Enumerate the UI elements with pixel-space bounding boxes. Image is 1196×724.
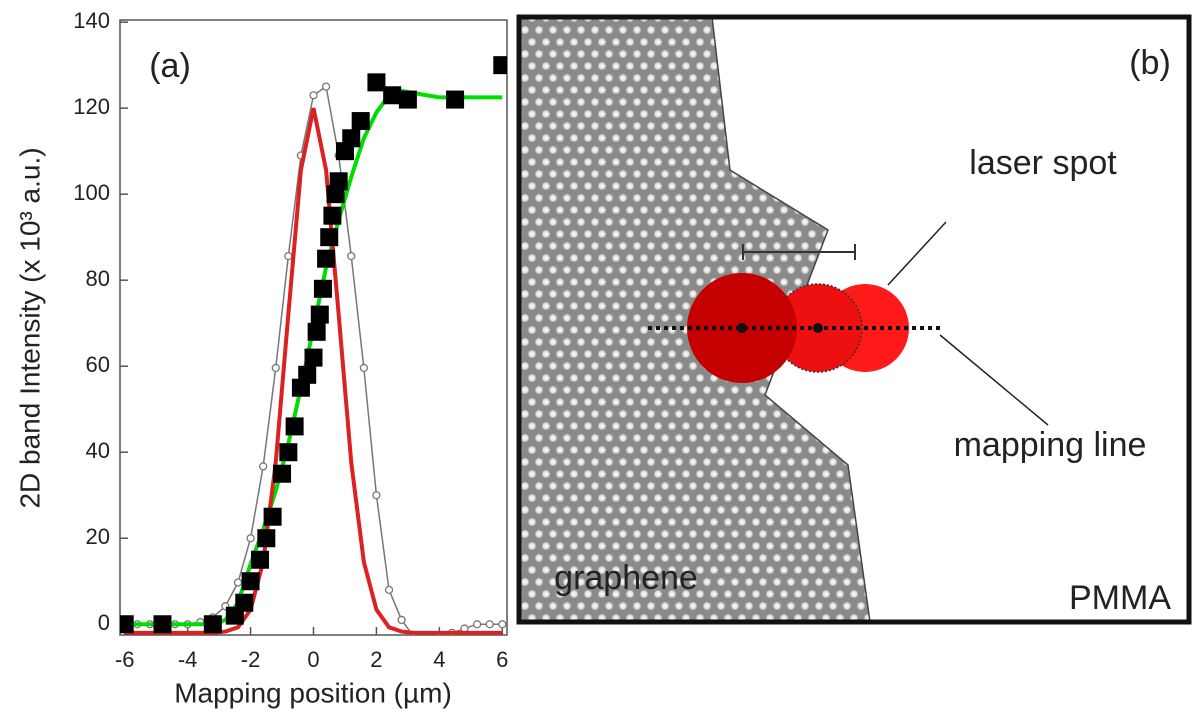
data-point xyxy=(310,305,329,324)
data-point xyxy=(285,417,304,436)
panel-label: (a) xyxy=(149,47,191,85)
data-point xyxy=(263,507,282,526)
data-point xyxy=(446,90,465,109)
y-tick-label: 60 xyxy=(86,352,110,377)
data-point xyxy=(347,251,356,261)
data-point xyxy=(309,91,318,100)
y-tick-label: 120 xyxy=(73,94,110,119)
data-point xyxy=(298,365,317,384)
data-point xyxy=(246,534,255,543)
data-point xyxy=(498,620,507,629)
panel-label: (b) xyxy=(1129,44,1171,82)
data-point xyxy=(372,491,381,500)
data-point xyxy=(257,529,276,548)
data-point xyxy=(397,615,406,625)
x-tick-label: 0 xyxy=(307,647,319,672)
spot-center xyxy=(813,323,823,333)
data-point xyxy=(284,251,293,261)
y-tick-label: 40 xyxy=(86,438,110,463)
chart-a: (a) Mapping position (µm) 2D band Intens… xyxy=(14,8,508,708)
data-point xyxy=(203,615,222,634)
region-label: PMMA xyxy=(1069,579,1171,617)
data-point xyxy=(485,620,494,629)
data-point xyxy=(233,578,243,587)
data-point xyxy=(329,172,348,191)
data-point xyxy=(251,550,270,569)
y-axis-title: 2D band Intensity (x 10³ a.u.) xyxy=(14,147,45,508)
data-point xyxy=(351,112,370,131)
data-point xyxy=(359,363,368,373)
data-point xyxy=(279,443,298,462)
data-point xyxy=(384,585,394,594)
data-point xyxy=(320,228,339,247)
data-point xyxy=(383,86,402,105)
data-point xyxy=(259,462,268,471)
x-axis-title: Mapping position (µm) xyxy=(174,677,452,708)
data-point xyxy=(235,593,254,612)
data-point xyxy=(423,638,430,645)
y-tick-label: 20 xyxy=(86,524,110,549)
plot-area xyxy=(120,56,507,645)
data-point xyxy=(367,73,386,92)
data-point xyxy=(493,56,507,75)
y-tick-label: 100 xyxy=(73,180,110,205)
diagram-frame xyxy=(516,14,1192,625)
data-point xyxy=(241,572,260,591)
x-tick-label: -4 xyxy=(178,647,198,672)
annotation: mapping line xyxy=(954,426,1147,464)
annotation: laser spot xyxy=(969,144,1117,182)
x-tick-label: 4 xyxy=(433,647,445,672)
spot-center xyxy=(737,323,747,333)
data-point xyxy=(273,464,292,483)
x-tick-label: 2 xyxy=(370,647,382,672)
data-point xyxy=(304,348,323,367)
x-tick-label: -6 xyxy=(115,647,135,672)
region-label: graphene xyxy=(554,559,698,597)
data-point xyxy=(317,249,336,268)
data-point xyxy=(342,129,361,148)
data-point xyxy=(313,279,332,298)
x-tick-label: 6 xyxy=(496,647,508,672)
data-point xyxy=(472,620,482,629)
y-tick-label: 140 xyxy=(73,8,110,33)
data-point xyxy=(153,615,172,634)
series-line xyxy=(124,107,503,635)
data-point xyxy=(307,322,326,341)
data-point xyxy=(120,615,134,634)
data-point xyxy=(323,206,342,225)
leader-line xyxy=(887,221,947,286)
data-point xyxy=(271,363,280,373)
leader-line xyxy=(939,334,1049,426)
diagram-b: (b) laser spot mapping line graphene PMM… xyxy=(516,14,1192,625)
data-point xyxy=(321,82,331,91)
y-tick-label: 0 xyxy=(98,610,110,635)
x-tick-label: -2 xyxy=(241,647,261,672)
data-point xyxy=(398,90,417,109)
y-tick-label: 80 xyxy=(86,266,110,291)
